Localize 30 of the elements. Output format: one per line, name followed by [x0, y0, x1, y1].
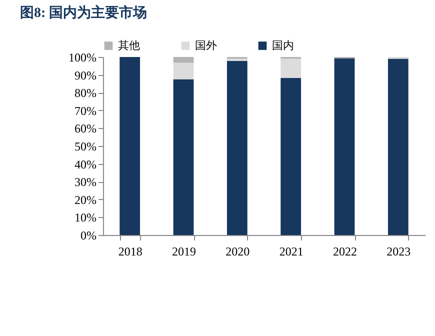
y-tick-label: 10%	[74, 210, 96, 225]
legend-label: 其他	[118, 38, 140, 52]
x-tick-label: 2023	[386, 244, 411, 258]
chart-title: 图8: 国内为主要市场	[20, 4, 148, 21]
bar	[173, 79, 194, 235]
x-tick-label: 2019	[172, 244, 196, 258]
y-tick-label: 30%	[74, 175, 96, 190]
bar	[173, 62, 194, 80]
y-tick-label: 40%	[74, 157, 96, 172]
bar	[226, 60, 248, 235]
y-tick-label: 100%	[68, 50, 96, 64]
x-tick-label: 2018	[118, 244, 142, 258]
y-tick-label: 50%	[74, 140, 96, 154]
x-tick-label: 2022	[333, 244, 357, 258]
bar	[280, 78, 302, 235]
bar	[388, 58, 408, 235]
y-tick-label: 70%	[74, 104, 96, 118]
bar	[334, 58, 355, 235]
bar	[280, 58, 302, 78]
legend-label: 国外	[195, 40, 217, 52]
legend-label: 国内	[272, 38, 294, 52]
y-tick-label: 0%	[80, 228, 96, 242]
x-tick-label: 2021	[279, 244, 304, 258]
y-tick-label: 90%	[74, 68, 96, 82]
bar	[120, 57, 140, 235]
x-tick-label: 2020	[226, 244, 250, 258]
y-tick-label: 80%	[74, 86, 96, 100]
y-tick-label: 20%	[74, 192, 96, 207]
y-tick-label: 60%	[74, 122, 96, 136]
bar	[173, 57, 194, 63]
